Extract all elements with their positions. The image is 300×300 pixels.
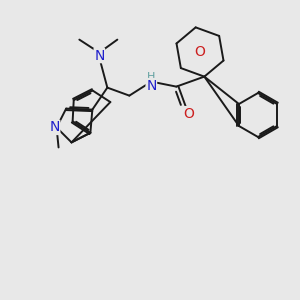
- Text: O: O: [183, 106, 194, 121]
- Text: N: N: [146, 79, 157, 93]
- Text: O: O: [195, 45, 206, 59]
- Text: N: N: [94, 49, 104, 63]
- Text: N: N: [50, 120, 60, 134]
- Text: H: H: [147, 72, 155, 82]
